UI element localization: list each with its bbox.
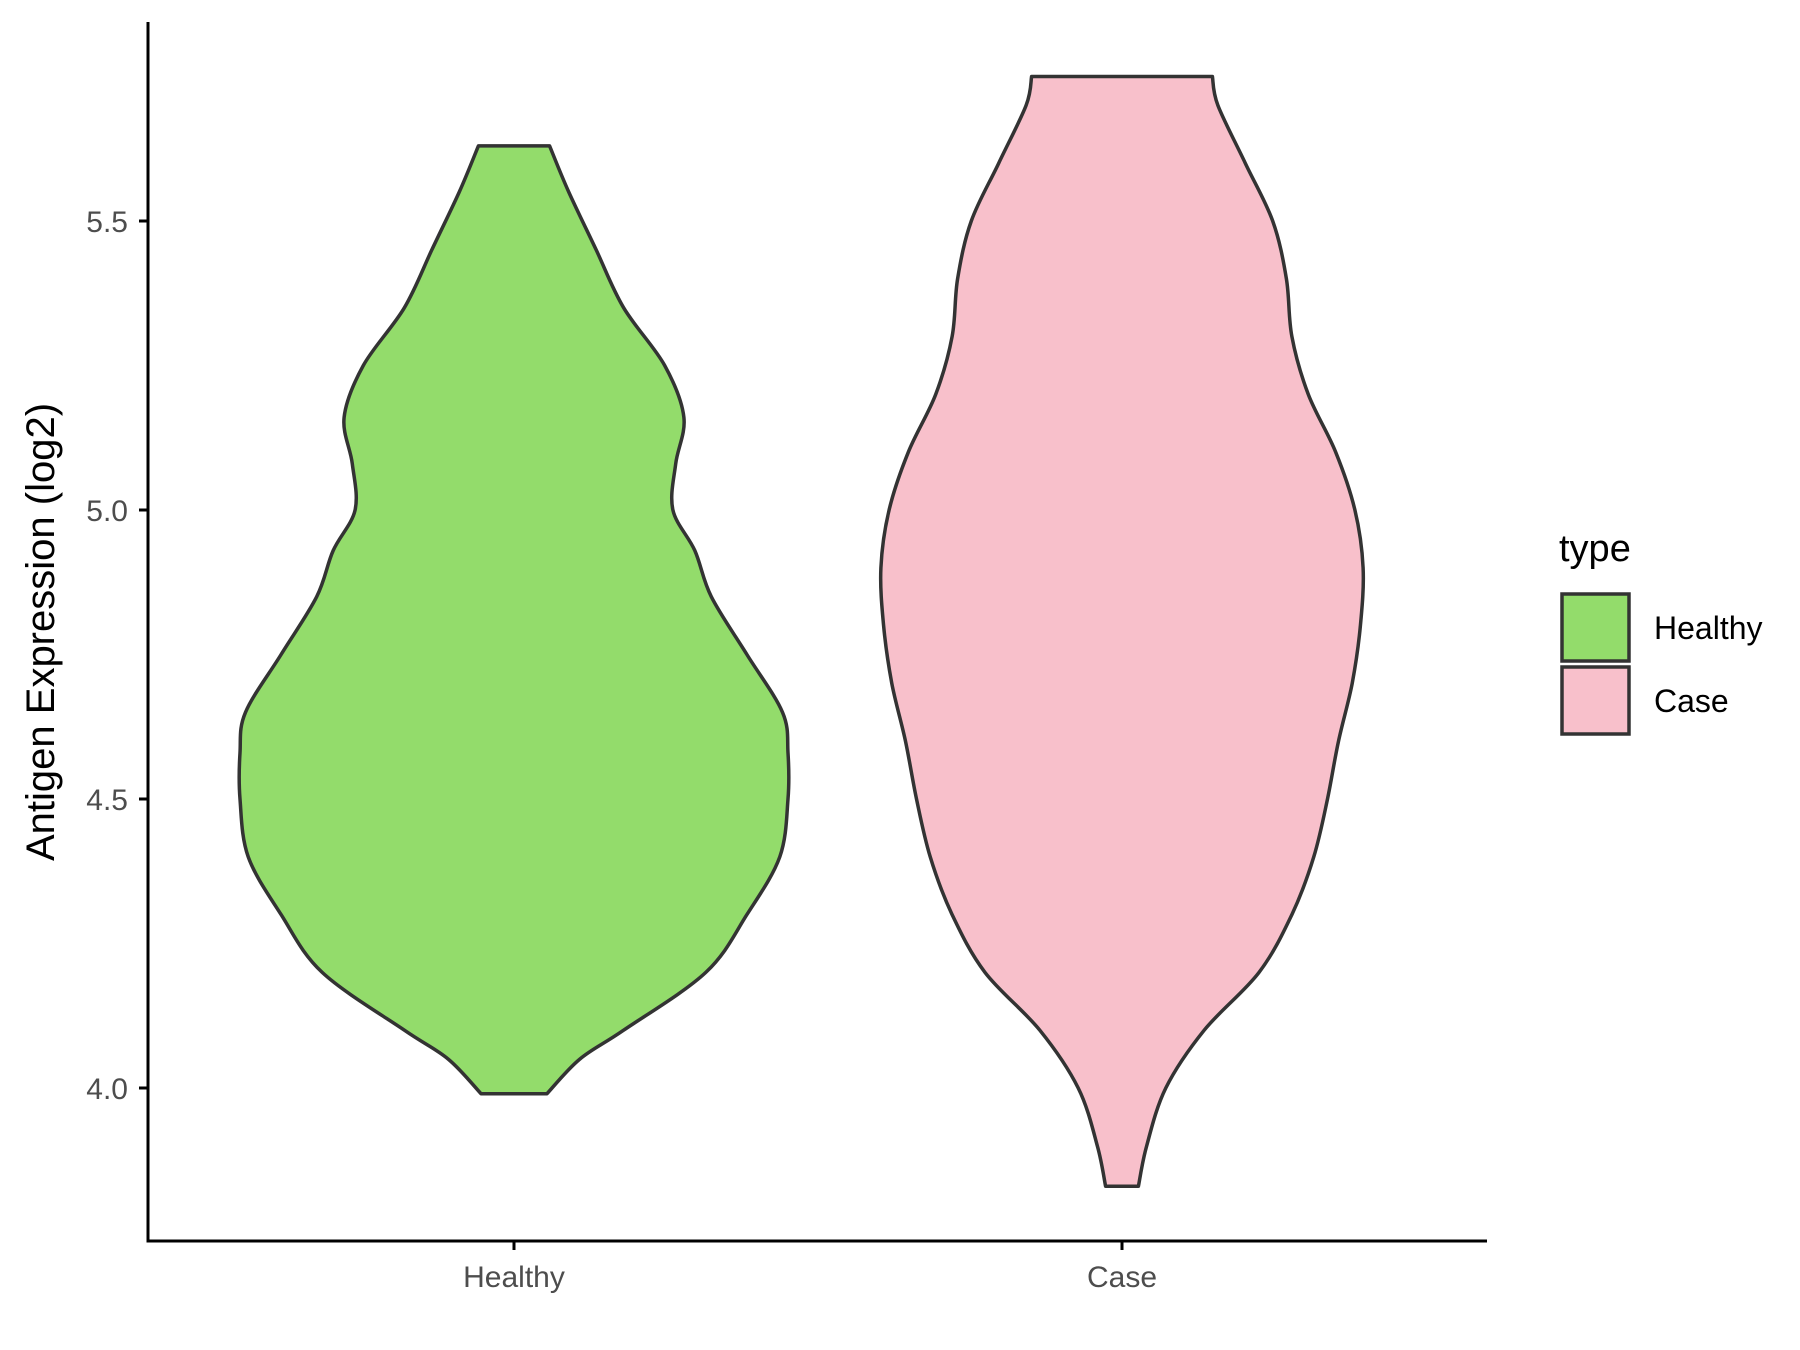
x-tick-label: Healthy — [463, 1261, 565, 1294]
legend-label-healthy: Healthy — [1654, 610, 1763, 646]
legend-swatch-case — [1560, 665, 1631, 736]
legend-title: type — [1559, 528, 1631, 570]
y-tick-label: 4.5 — [86, 784, 128, 817]
legend-label-case: Case — [1654, 683, 1729, 719]
y-axis-title: Antigen Expression (log2) — [19, 403, 63, 861]
legend: type Healthy Case — [1559, 528, 1763, 736]
y-tick-label: 5.0 — [86, 495, 128, 528]
plot-area — [237, 74, 1366, 1189]
legend-swatch-healthy — [1560, 592, 1631, 663]
violin-case — [878, 74, 1366, 1189]
x-tick-label: Case — [1087, 1261, 1157, 1294]
y-tick-label: 4.0 — [86, 1073, 128, 1106]
violin-healthy — [237, 144, 791, 1096]
y-tick-label: 5.5 — [86, 206, 128, 239]
y-axis-ticks: 4.0 4.5 5.0 5.5 — [86, 206, 148, 1106]
x-axis-ticks: Healthy Case — [463, 1241, 1157, 1294]
